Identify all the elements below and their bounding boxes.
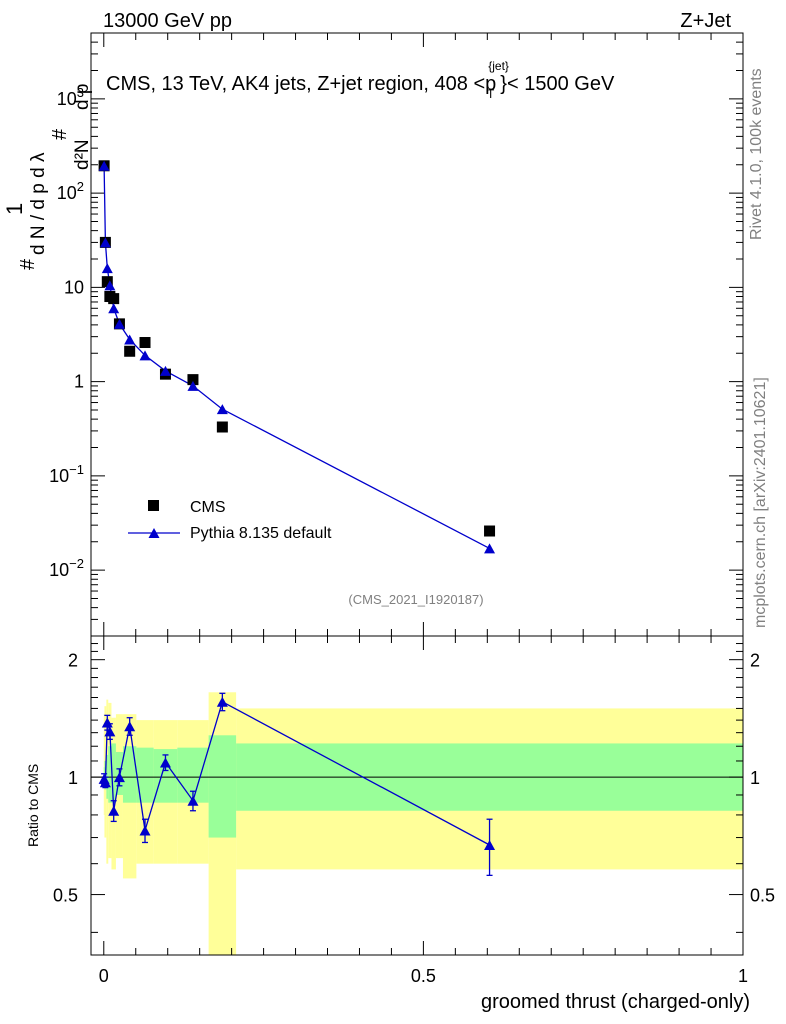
- header-right: Z+Jet: [680, 10, 731, 32]
- x-tick-label: 1: [738, 966, 748, 986]
- ratio-data-point: [104, 726, 116, 737]
- band-outer: [103, 714, 105, 815]
- ratio-y-tick-label-right: 2: [750, 651, 760, 671]
- plot-title-sub: T: [487, 87, 495, 101]
- x-tick-label: 0.5: [411, 966, 436, 986]
- ratio-data-point: [159, 757, 171, 768]
- mc-data-point: [187, 380, 199, 391]
- y-tick-label: 102: [57, 179, 84, 203]
- ratio-data-point: [484, 839, 496, 850]
- cms-data-point: [484, 525, 496, 537]
- y-tick-label: 1: [74, 372, 84, 392]
- ratio-data-point: [139, 825, 151, 836]
- ratio-y-tick-label: 0.5: [53, 886, 78, 906]
- ratio-data-point: [187, 795, 199, 806]
- legend-cms-marker: [148, 500, 159, 511]
- plot-title: CMS, 13 TeV, AK4 jets, Z+jet region, 408…: [106, 59, 615, 101]
- band-inner: [111, 743, 116, 803]
- ratio-data-point: [113, 772, 125, 783]
- y-label-dp: d p: [72, 84, 93, 110]
- band-inner: [136, 747, 154, 803]
- mc-data-point: [104, 280, 116, 291]
- mc-data-point: [101, 263, 113, 274]
- band-inner: [122, 746, 137, 803]
- mcplots-label: mcplots.cern.ch [arXiv:2401.10621]: [752, 377, 769, 628]
- legend-cms-label: CMS: [190, 499, 226, 516]
- main-frame: [90, 32, 744, 637]
- legend: CMS Pythia 8.135 default: [128, 499, 332, 542]
- legend-mc-marker: [148, 528, 160, 538]
- ratio-frame: [90, 635, 744, 956]
- ratio-data-point: [99, 777, 111, 788]
- ratio-y-tick-label-right: 0.5: [750, 886, 775, 906]
- x-axis-label: groomed thrust (charged-only): [481, 991, 750, 1013]
- mc-data-point: [113, 318, 125, 329]
- cms-data-point: [216, 421, 228, 433]
- x-tick-label: 0: [99, 966, 109, 986]
- analysis-id: (CMS_2021_I1920187): [348, 592, 483, 607]
- ratio-data-point: [108, 805, 120, 816]
- band-inner: [153, 749, 178, 803]
- ratio-y-tick-label: 1: [68, 768, 78, 788]
- cms-data-point: [187, 374, 199, 386]
- y-label-one: 1: [2, 203, 27, 215]
- mc-data-point: [159, 365, 171, 376]
- y-tick-label: 103: [57, 85, 84, 109]
- ratio-data-point: [216, 696, 228, 707]
- legend-mc-label: Pythia 8.135 default: [190, 525, 332, 542]
- mc-data-point: [484, 543, 496, 554]
- mc-data-point: [139, 350, 151, 361]
- mc-data-point: [216, 404, 228, 415]
- mc-data-point: [98, 160, 110, 171]
- cms-data-point: [108, 293, 120, 305]
- mc-data-point: [99, 237, 111, 248]
- y-label-num-hash: #: [17, 258, 39, 270]
- mc-data-point: [124, 334, 136, 345]
- cms-data-point: [139, 337, 151, 349]
- ratio-y-tick-label-right: 1: [750, 768, 760, 788]
- plot-title-main: CMS, 13 TeV, AK4 jets, Z+jet region, 408…: [106, 73, 496, 95]
- mc-series-line: [103, 165, 490, 549]
- ratio-data-point: [124, 721, 136, 732]
- main-y-axis-label: # 1 d N / d p d λ d²N # d p: [2, 84, 93, 270]
- y-tick-label: 10: [64, 277, 84, 297]
- y-label-denominator: d N / d p d λ: [28, 152, 49, 255]
- y-label-hash2: #: [49, 128, 71, 140]
- cms-data-point: [124, 345, 136, 357]
- ratio-y-tick-label: 2: [68, 651, 78, 671]
- band-inner: [108, 746, 112, 803]
- band-inner: [208, 735, 237, 838]
- y-tick-label: 10−2: [49, 556, 84, 580]
- plot-title-end: }< 1500 GeV: [500, 73, 615, 95]
- rivet-label: Rivet 4.1.0, 100k events: [748, 68, 765, 240]
- plot-title-sup: {jet}: [488, 59, 509, 73]
- header-left: 13000 GeV pp: [103, 10, 232, 32]
- y-tick-label: 10−1: [49, 462, 84, 486]
- chart-marks: 0 0.5 1 10−2 10−1 1 10 102 103 0.5 0.5 1 1 2 2: [49, 32, 775, 986]
- y-label-numerator: d²N: [72, 139, 93, 170]
- cms-data-point: [101, 276, 113, 288]
- mc-data-point: [108, 303, 120, 314]
- ratio-axis-label: Ratio to CMS: [25, 764, 41, 847]
